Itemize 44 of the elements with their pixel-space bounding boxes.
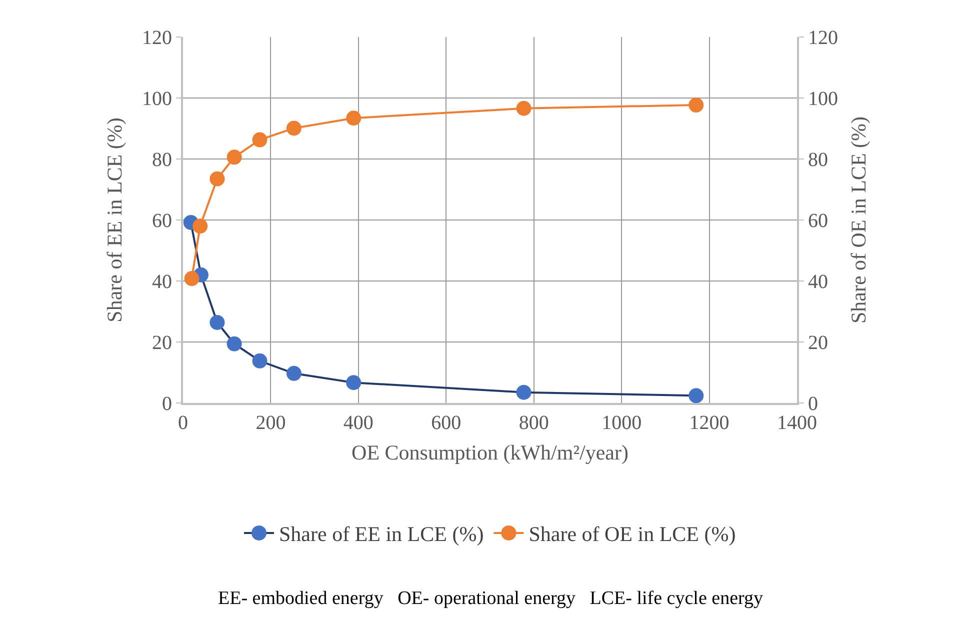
y-tick-label: 60: [152, 210, 172, 232]
x-tick-label: 600: [431, 412, 462, 434]
x-tick-label: 200: [256, 412, 286, 434]
point: [346, 110, 362, 126]
y2-tick-label: 20: [808, 332, 828, 354]
y-tick-label: 100: [142, 88, 172, 110]
y2-tick-label: 40: [808, 271, 828, 293]
point: [516, 100, 532, 116]
y2-tick-label: 120: [808, 27, 838, 49]
point: [252, 353, 268, 368]
point: [210, 314, 225, 330]
point: [226, 150, 242, 165]
y-axis-title: Share of EE in LCE (%): [102, 118, 127, 322]
y2-tick-label: 60: [808, 210, 828, 232]
x-axis-title: OE Consumption (kWh/m²/year): [352, 440, 628, 465]
legend-label: Share of EE in LCE (%): [279, 522, 484, 546]
y-tick-label: 0: [162, 393, 172, 415]
y2-tick-label: 100: [808, 88, 838, 110]
x-tick-label: 0: [178, 412, 188, 434]
point: [286, 366, 302, 381]
point: [688, 98, 704, 113]
point: [252, 132, 268, 148]
y2-tick-label: 0: [808, 393, 818, 415]
x-tick-label: 800: [518, 412, 549, 434]
text: EE- embodied energy OE- operational energy LCE- life cycle energy: [218, 588, 764, 609]
x-tick-label: 1200: [689, 412, 730, 434]
point: [184, 271, 200, 286]
y-tick-label: 40: [152, 271, 172, 293]
point: [688, 388, 704, 403]
y-tick-label: 120: [142, 27, 172, 49]
point: [226, 336, 242, 352]
point: [210, 171, 225, 186]
y-tick-label: 20: [152, 332, 172, 354]
x-tick-label: 1400: [777, 412, 817, 434]
point: [346, 375, 362, 390]
point: [286, 120, 302, 136]
point: [192, 218, 208, 234]
x-tick-label: 400: [343, 412, 374, 434]
point: [516, 384, 532, 400]
y2-axis-title: Share of OE in LCE (%): [846, 116, 871, 324]
legend-label: Share of OE in LCE (%): [528, 522, 736, 546]
y-tick-label: 80: [152, 149, 172, 171]
x-tick-label: 1000: [602, 412, 642, 434]
y2-tick-label: 80: [808, 149, 828, 171]
